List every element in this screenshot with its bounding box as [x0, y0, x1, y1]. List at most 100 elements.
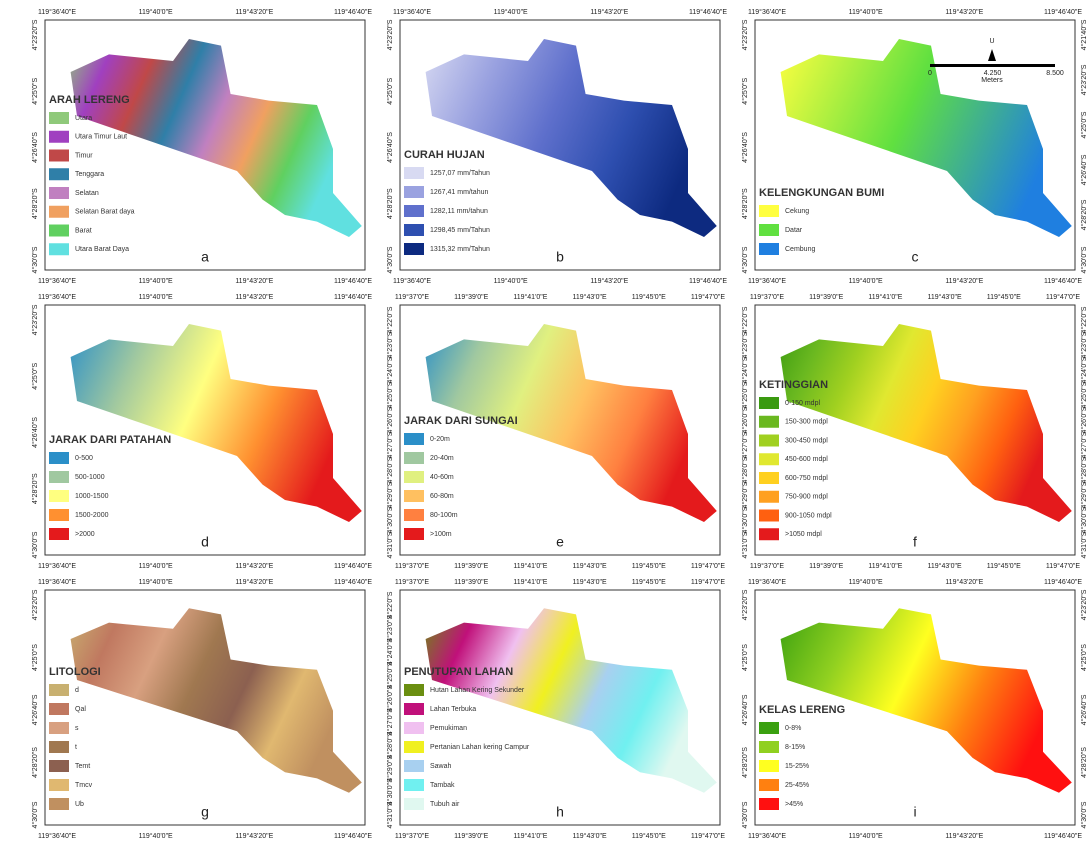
lat-label-right: 4°27'0"S	[1080, 431, 1088, 458]
legend-label: Lahan Terbuka	[430, 706, 476, 713]
lat-label-left: 4°30'0"S	[741, 506, 749, 533]
watershed-map	[425, 324, 717, 522]
panel-letter: d	[201, 534, 209, 550]
legend-label: Cekung	[785, 208, 809, 215]
lon-label-bottom: 119°43'20"E	[945, 832, 983, 840]
legend-label: Selatan	[75, 190, 99, 197]
legend-label: 1500-2000	[75, 512, 109, 519]
legend-swatch	[759, 415, 779, 428]
legend-label: 750-900 mdpl	[785, 494, 828, 501]
legend-swatch	[759, 722, 779, 734]
panel-letter: c	[912, 249, 919, 265]
lat-label-left: 4°22'0"S	[386, 591, 394, 618]
legend-label: 600-750 mdpl	[785, 475, 828, 482]
watershed-map	[70, 608, 362, 793]
lat-label-left: 4°28'0"S	[386, 456, 394, 483]
lat-label-left: 4°25'0"S	[31, 362, 39, 389]
legend-swatch	[49, 490, 69, 502]
lat-label-left: 4°30'0"S	[386, 246, 394, 273]
lat-label-right: 4°30'0"S	[1080, 801, 1088, 828]
lon-label-top: 119°43'20"E	[590, 8, 628, 16]
lon-label-top: 119°41'0"E	[513, 293, 547, 301]
legend-label: 1315,32 mm/Tahun	[430, 246, 490, 253]
lat-label-left: 4°23'20"S	[31, 19, 39, 50]
watershed-map	[780, 39, 1072, 237]
legend-swatch	[759, 397, 779, 409]
lat-label-left: 4°28'20"S	[31, 747, 39, 778]
scale-unit: Meters	[981, 77, 1003, 84]
lat-label-left: 4°28'20"S	[31, 473, 39, 504]
panel-letter: f	[913, 534, 917, 550]
lon-label-top: 119°45'0"E	[632, 293, 666, 301]
legend-swatch	[49, 130, 69, 143]
scale-label: 8.500	[1046, 70, 1064, 77]
lat-label-right: 4°28'20"S	[1080, 199, 1088, 230]
lon-label-bottom: 119°41'0"E	[868, 562, 902, 570]
lat-label-left: 4°28'0"S	[386, 731, 394, 758]
legend-swatch	[759, 434, 779, 447]
lat-label-left: 4°23'0"S	[741, 331, 749, 358]
legend-label: >45%	[785, 801, 803, 808]
lat-label-left: 4°25'0"S	[741, 381, 749, 408]
panel-letter: b	[556, 249, 564, 265]
legend-label: Temt	[75, 763, 90, 770]
lon-label-bottom: 119°47'0"E	[1046, 562, 1080, 570]
lat-label-left: 4°25'0"S	[31, 644, 39, 671]
lon-label-bottom: 119°43'20"E	[235, 832, 273, 840]
lon-label-top: 119°37'0"E	[395, 293, 429, 301]
lat-label-left: 4°29'0"S	[386, 481, 394, 508]
legend-label: 450-600 mdpl	[785, 456, 828, 463]
lon-label-bottom: 119°36'40"E	[393, 277, 431, 285]
lon-label-bottom: 119°46'40"E	[334, 832, 372, 840]
legend-label: Selatan Barat daya	[75, 209, 135, 216]
legend-title: CURAH HUJAN	[404, 149, 485, 161]
lat-label-left: 4°23'20"S	[741, 589, 749, 620]
watershed-map	[780, 324, 1072, 522]
lat-label-left: 4°27'0"S	[741, 431, 749, 458]
lon-label-top: 119°45'0"E	[632, 578, 666, 586]
legend-swatch	[49, 528, 69, 540]
lon-label-top: 119°36'40"E	[38, 293, 76, 301]
lat-label-left: 4°25'0"S	[386, 381, 394, 408]
legend-swatch	[404, 490, 424, 502]
lat-label-right: 4°21'40"S	[1080, 19, 1088, 50]
legend-swatch	[49, 224, 69, 237]
lat-label-right: 4°26'0"S	[1080, 406, 1088, 433]
legend-label: Utara Barat Daya	[75, 246, 129, 253]
panel-letter: h	[556, 804, 564, 820]
lat-label-left: 4°30'0"S	[386, 506, 394, 533]
lat-label-left: 4°26'40"S	[741, 132, 749, 163]
lon-label-top: 119°40'0"E	[494, 8, 528, 16]
lon-label-bottom: 119°37'0"E	[395, 562, 429, 570]
lat-label-right: 4°22'0"S	[1080, 306, 1088, 333]
legend-label: 40-60m	[430, 474, 454, 481]
legend-label: 500-1000	[75, 474, 105, 481]
legend-swatch	[49, 798, 69, 810]
lat-label-right: 4°30'0"S	[1080, 506, 1088, 533]
lat-label-right: 4°25'0"S	[1080, 644, 1088, 671]
lon-label-bottom: 119°45'0"E	[632, 832, 666, 840]
legend-label: Tenggara	[75, 171, 104, 178]
lat-label-left: 4°30'0"S	[741, 246, 749, 273]
legend-swatch	[404, 205, 424, 217]
lon-label-top: 119°43'0"E	[573, 293, 607, 301]
lon-label-bottom: 119°43'0"E	[573, 832, 607, 840]
lon-label-top: 119°39'0"E	[454, 293, 488, 301]
legend-swatch	[404, 224, 424, 236]
panel-letter: e	[556, 534, 564, 550]
lon-label-bottom: 119°37'0"E	[750, 562, 784, 570]
lon-label-top: 119°39'0"E	[809, 293, 843, 301]
lat-label-left: 4°28'20"S	[741, 747, 749, 778]
legend-swatch	[49, 722, 69, 734]
lat-label-left: 4°30'0"S	[386, 778, 394, 805]
lat-label-right: 4°31'0"S	[1080, 531, 1088, 558]
legend-label: t	[75, 744, 77, 751]
lon-label-top: 119°47'0"E	[691, 578, 725, 586]
legend-title: LITOLOGI	[49, 666, 101, 678]
lat-label-left: 4°26'0"S	[386, 406, 394, 433]
lon-label-top: 119°36'40"E	[38, 8, 76, 16]
watershed-map	[780, 608, 1072, 793]
legend-swatch	[49, 243, 69, 256]
lon-label-top: 119°40'0"E	[139, 578, 173, 586]
legend-label: Hutan Lahan Kering Sekunder	[430, 687, 525, 694]
